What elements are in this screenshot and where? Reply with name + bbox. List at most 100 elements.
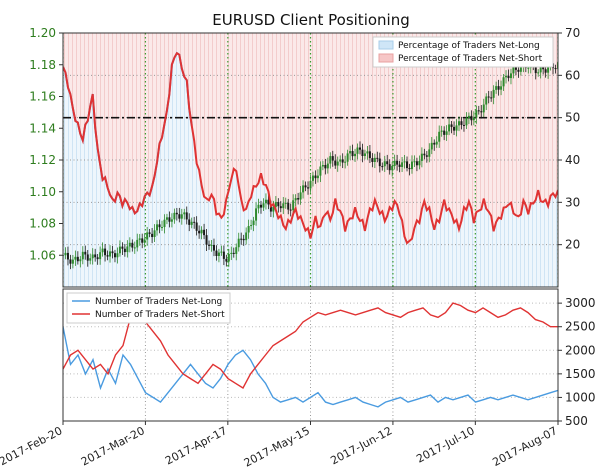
candle-body (450, 124, 453, 127)
candle-body (309, 180, 312, 189)
candle-body (470, 115, 473, 121)
candle-body (230, 252, 233, 254)
candle-body (519, 65, 522, 72)
candle-body (131, 242, 134, 248)
left-axis-ticks: 1.20 1.18 1.16 1.14 1.12 1.10 1.08 1.06 (29, 26, 63, 262)
candle-body (396, 160, 399, 165)
candle-body (366, 151, 369, 154)
candle-body (307, 187, 310, 189)
candle-body (492, 89, 495, 98)
candle-body (235, 247, 238, 254)
candle-body (136, 239, 139, 248)
candle-body (237, 238, 240, 248)
candle-body (490, 97, 493, 99)
candle-body (158, 224, 161, 228)
candle-body (349, 151, 352, 154)
left-tick-label: 1.18 (29, 58, 56, 72)
candle-body (314, 175, 317, 179)
candle-body (71, 259, 74, 264)
candle-body (544, 69, 547, 73)
candle-body (339, 159, 342, 162)
candle-body (185, 212, 188, 220)
candle-body (208, 244, 211, 246)
legend-net-long-count: Number of Traders Net-Long (95, 297, 222, 307)
candle-body (487, 96, 490, 98)
left-tick-label: 1.06 (29, 248, 56, 262)
candle-body (495, 86, 498, 90)
candle-body (170, 219, 173, 222)
candle-body (534, 65, 537, 74)
candle-body (195, 222, 198, 231)
candle-body (245, 232, 248, 241)
candle-body (168, 217, 171, 222)
candle-body (354, 153, 357, 157)
candle-body (89, 258, 92, 261)
bottom-tick-label: 2000 (565, 343, 596, 357)
candle-body (418, 160, 421, 166)
x-tick-label: 2017-Aug-07 (490, 424, 559, 469)
candle-body (212, 244, 215, 251)
right-tick-label: 60 (565, 68, 580, 82)
candle-body (163, 219, 166, 228)
candle-body (69, 259, 72, 264)
left-tick-label: 1.20 (29, 26, 56, 40)
candle-body (433, 142, 436, 145)
candle-body (403, 161, 406, 163)
candle-body (316, 175, 319, 179)
candle-body (497, 86, 500, 90)
candle-body (225, 258, 228, 262)
candle-body (101, 248, 104, 253)
candle-body (121, 246, 124, 249)
candle-body (272, 206, 275, 212)
candle-body (361, 149, 364, 157)
candle-body (143, 239, 146, 243)
bottom-tick-label: 1500 (565, 367, 596, 381)
candle-body (482, 104, 485, 113)
candle-body (472, 117, 475, 121)
candle-body (250, 225, 253, 227)
candle-body (81, 251, 84, 260)
candle-body (255, 208, 258, 221)
candle-body (193, 221, 196, 223)
bottom-legend: Number of Traders Net-Long Number of Tra… (66, 292, 231, 324)
x-axis-ticks: 2017-Feb-20 2017-Mar-20 2017-Apr-17 2017-Ma… (0, 421, 559, 470)
candle-body (297, 198, 300, 200)
candle-body (210, 244, 213, 246)
candle-body (274, 202, 277, 207)
candle-body (344, 161, 347, 163)
left-tick-label: 1.08 (29, 217, 56, 231)
candle-body (76, 256, 79, 262)
candle-body (527, 67, 530, 69)
bottom-tick-label: 1000 (565, 390, 596, 404)
bottom-tick-label: 2500 (565, 320, 596, 334)
candle-body (232, 252, 235, 254)
bottom-axis-ticks: 3000 2500 2000 1500 1000 500 (558, 296, 596, 428)
candle-body (242, 238, 245, 241)
top-legend: Percentage of Traders Net-Long Percentag… (372, 36, 554, 68)
candle-body (517, 69, 520, 72)
candle-body (334, 160, 337, 166)
candle-body (455, 125, 458, 131)
right-tick-label: 30 (565, 195, 580, 209)
candle-body (425, 155, 428, 157)
x-tick-label: 2017-Mar-20 (79, 424, 147, 468)
candle-body (99, 252, 102, 260)
candle-body (113, 253, 116, 258)
net-short-swatch (378, 53, 394, 63)
candle-body (554, 68, 557, 70)
candle-body (299, 192, 302, 200)
net-short-pct-line (63, 51, 558, 245)
legend-net-short-pct: Percentage of Traders Net-Short (398, 54, 543, 64)
candle-body (148, 232, 151, 234)
candle-body (381, 166, 384, 168)
candle-body (391, 165, 394, 171)
candle-body (111, 251, 114, 254)
candle-body (146, 232, 149, 240)
candle-body (247, 226, 250, 233)
candle-body (423, 153, 426, 156)
candle-body (428, 149, 431, 157)
candle-body (383, 161, 386, 167)
candle-body (512, 67, 515, 74)
candle-body (502, 77, 505, 87)
right-tick-label: 40 (565, 153, 580, 167)
